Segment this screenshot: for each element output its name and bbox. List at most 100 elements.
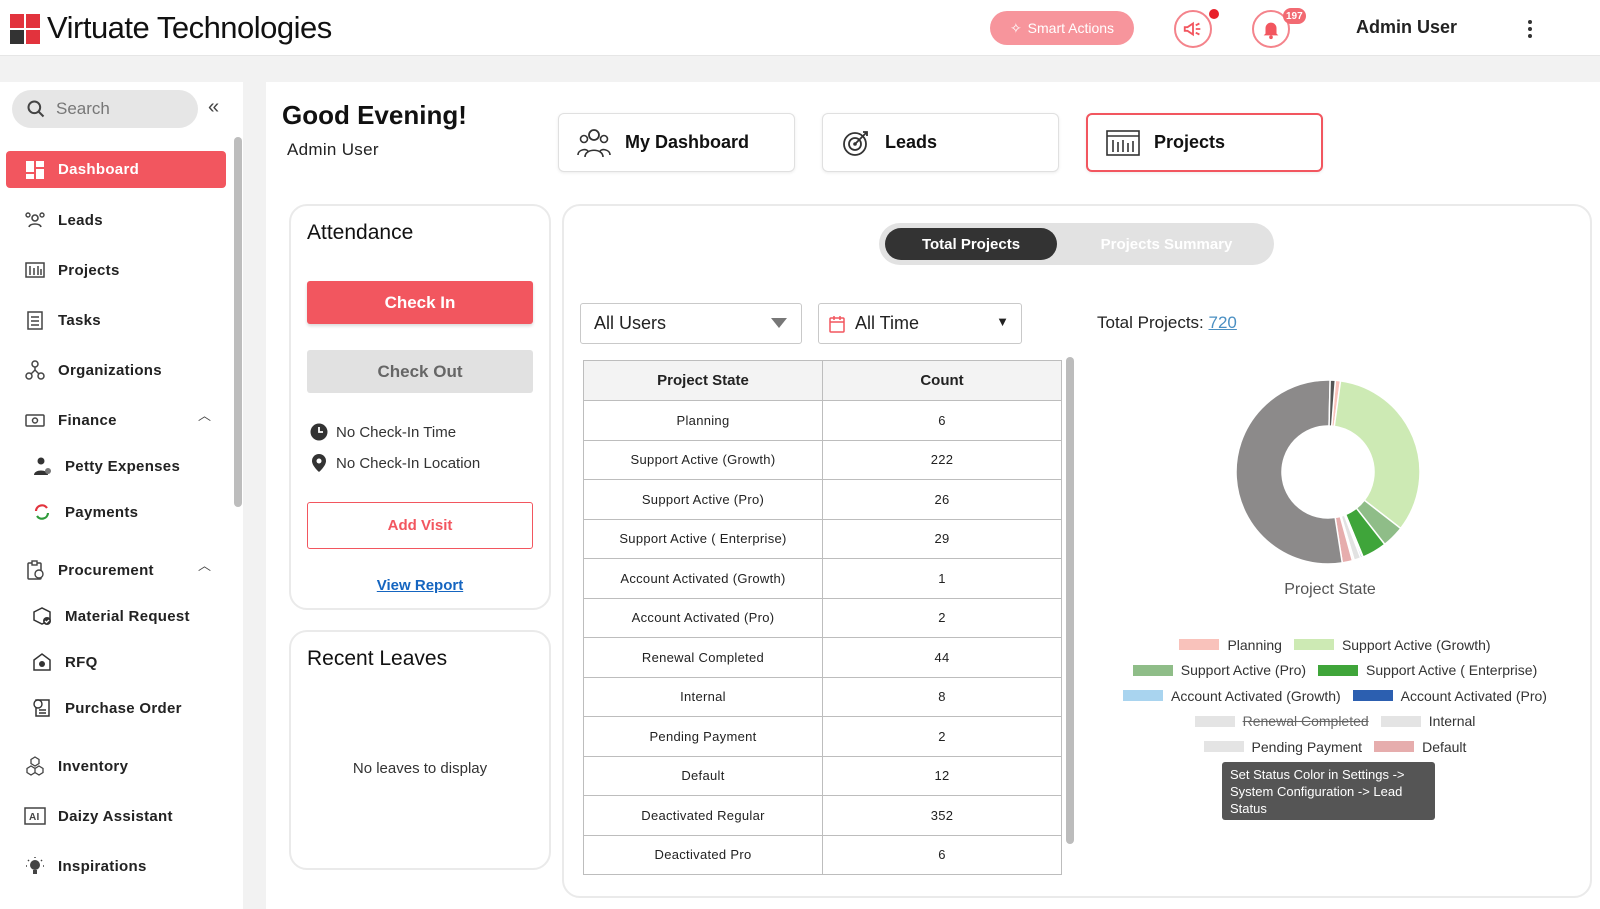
team-icon <box>577 128 611 157</box>
table-row[interactable]: Support Active (Pro) 26 <box>583 479 1062 520</box>
table-header-row: Project State Count <box>583 360 1062 401</box>
tasks-icon <box>24 309 46 331</box>
table-row[interactable]: Deactivated Regular 352 <box>583 795 1062 836</box>
legend-item[interactable]: Account Activated (Pro) <box>1352 688 1547 704</box>
sidebar-item-label: Leads <box>58 211 103 229</box>
project-state-cell: Default <box>583 755 823 796</box>
time-filter-value: All Time <box>855 313 920 333</box>
donut-slice-support-active-growth[interactable] <box>1333 380 1421 530</box>
project-state-cell: Support Active ( Enterprise) <box>583 518 823 559</box>
smart-actions-button[interactable]: ✧ Smart Actions <box>990 11 1134 45</box>
petty-expenses-icon <box>31 455 53 477</box>
check-out-button[interactable]: Check Out <box>307 350 533 393</box>
procurement-icon <box>24 559 46 581</box>
recent-leaves-title: Recent Leaves <box>307 647 448 670</box>
table-row[interactable]: Default 12 <box>583 755 1062 796</box>
table-row[interactable]: Pending Payment 2 <box>583 716 1062 757</box>
legend-item[interactable]: Support Active (Pro) <box>1132 662 1307 679</box>
table-row[interactable]: Deactivated Pro 6 <box>583 834 1062 875</box>
material-request-icon <box>31 605 53 627</box>
more-options-icon[interactable] <box>1524 18 1536 40</box>
legend-swatch <box>1352 690 1393 702</box>
project-state-cell: Renewal Completed <box>583 637 823 678</box>
sidebar-item-inventory[interactable]: Inventory <box>24 755 128 777</box>
table-row[interactable]: Account Activated (Pro) 2 <box>583 597 1062 638</box>
legend-label: Support Active (Pro) <box>1180 662 1307 679</box>
bell-icon <box>1263 22 1279 40</box>
sidebar-scrollbar[interactable] <box>234 137 242 507</box>
column-header-count[interactable]: Count <box>822 360 1062 401</box>
donut-slice-deactivated-regular[interactable] <box>1235 379 1344 565</box>
table-row[interactable]: Planning 6 <box>583 400 1062 441</box>
sidebar-item-daizy-assistant[interactable]: AI Daizy Assistant <box>24 805 173 827</box>
count-cell: 29 <box>822 518 1062 559</box>
announcement-button[interactable] <box>1174 10 1212 48</box>
sidebar-item-leads[interactable]: Leads <box>24 209 103 231</box>
column-header-project-state[interactable]: Project State <box>583 360 823 401</box>
legend-item[interactable]: Renewal Completed <box>1194 713 1369 729</box>
donut-slice-deactivated-pro[interactable] <box>1328 379 1337 427</box>
sidebar-item-label: Finance <box>58 411 117 429</box>
search-input[interactable] <box>56 99 176 119</box>
sidebar-item-rfq[interactable]: RFQ <box>31 651 98 673</box>
table-row[interactable]: Support Active (Growth) 222 <box>583 439 1062 480</box>
tab-my-dashboard[interactable]: My Dashboard <box>558 113 795 172</box>
check-in-button[interactable]: Check In <box>307 281 533 324</box>
sidebar-item-material-request[interactable]: Material Request <box>31 605 190 627</box>
procurement-chevron-up-icon[interactable]: ︿ <box>198 558 212 573</box>
project-state-cell: Support Active (Pro) <box>583 479 823 520</box>
count-cell: 1 <box>822 558 1062 599</box>
add-visit-button[interactable]: Add Visit <box>307 502 533 549</box>
legend-swatch <box>1380 715 1421 727</box>
sidebar-item-petty-expenses[interactable]: Petty Expenses <box>31 455 180 477</box>
legend-label: Support Active ( Enterprise) <box>1366 662 1538 679</box>
table-row[interactable]: Account Activated (Growth) 1 <box>583 558 1062 599</box>
legend-item[interactable]: Support Active (Growth) <box>1293 637 1491 653</box>
project-state-table: Project State Count Planning 6 Support Act… <box>583 360 1062 877</box>
target-icon <box>843 130 868 156</box>
sidebar-item-finance[interactable]: Finance <box>24 409 117 431</box>
time-filter-select[interactable]: All Time ▼ <box>818 303 1022 344</box>
legend-row: Planning Support Active (Growth) <box>1100 632 1570 658</box>
sidebar-item-inspirations[interactable]: Inspirations <box>24 855 147 877</box>
sidebar-item-dashboard[interactable]: Dashboard <box>6 151 226 188</box>
sidebar-item-purchase-order[interactable]: Purchase Order <box>31 697 182 719</box>
legend-item[interactable]: Internal <box>1380 713 1475 729</box>
table-row[interactable]: Support Active ( Enterprise) 29 <box>583 518 1062 559</box>
users-filter-value: All Users <box>594 313 667 333</box>
legend-swatch <box>1203 741 1244 753</box>
collapse-sidebar-icon[interactable]: « <box>208 96 220 118</box>
legend-item[interactable]: Account Activated (Growth) <box>1123 688 1341 704</box>
project-state-cell: Internal <box>583 676 823 717</box>
table-scrollbar[interactable] <box>1066 357 1074 844</box>
legend-label: Pending Payment <box>1251 738 1363 755</box>
sidebar-item-label: Organizations <box>58 361 162 379</box>
total-projects-link[interactable]: 720 <box>1208 313 1237 332</box>
finance-chevron-up-icon[interactable]: ︿ <box>198 408 212 423</box>
total-projects-toggle[interactable]: Total Projects <box>885 228 1057 260</box>
sidebar-item-payments[interactable]: Payments <box>31 501 138 523</box>
table-row[interactable]: Internal 8 <box>583 676 1062 717</box>
projects-summary-toggle[interactable]: Projects Summary <box>1100 235 1233 253</box>
view-report-link[interactable]: View Report <box>376 577 464 594</box>
tab-leads[interactable]: Leads <box>822 113 1059 172</box>
sidebar-item-tasks[interactable]: Tasks <box>24 309 101 331</box>
legend-item[interactable]: Planning <box>1179 637 1282 653</box>
project-state-donut-chart <box>1235 379 1421 565</box>
sidebar-item-procurement[interactable]: Procurement <box>24 559 154 581</box>
sidebar-search[interactable] <box>12 90 198 128</box>
sidebar-item-organizations[interactable]: Organizations <box>24 359 162 381</box>
legend-item[interactable]: Pending Payment <box>1203 738 1363 755</box>
greeting-user: Admin User <box>287 140 379 159</box>
search-icon <box>27 100 45 118</box>
count-cell: 12 <box>822 755 1062 796</box>
legend-item[interactable]: Support Active ( Enterprise) <box>1318 662 1537 678</box>
table-row[interactable]: Renewal Completed 44 <box>583 637 1062 678</box>
sidebar-item-projects[interactable]: Projects <box>24 259 120 281</box>
tab-projects[interactable]: Projects <box>1086 113 1323 172</box>
users-filter-select[interactable]: All Users <box>580 303 802 344</box>
inventory-icon <box>24 755 46 777</box>
attendance-panel <box>289 204 551 610</box>
legend-item[interactable]: Default <box>1374 739 1466 755</box>
user-name[interactable]: Admin User <box>1356 17 1458 37</box>
